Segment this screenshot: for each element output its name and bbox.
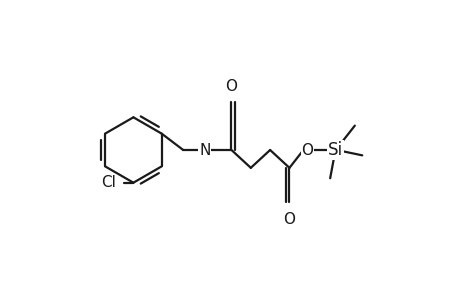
Text: O: O [301,142,313,158]
Text: Cl: Cl [101,175,115,190]
Text: O: O [283,212,295,227]
Text: O: O [225,79,237,94]
Text: N: N [199,142,210,158]
Text: Si: Si [327,141,342,159]
